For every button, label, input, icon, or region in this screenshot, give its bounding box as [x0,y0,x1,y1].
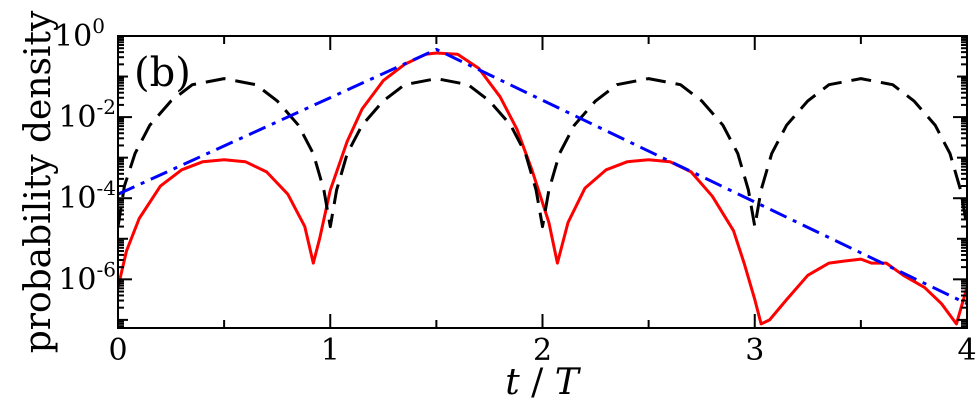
x-axis-label: t / T [505,362,582,403]
series-line-2 [118,77,967,229]
plot-frame [117,35,968,329]
y-tick-label: 10-2 [58,95,116,135]
y-tick-exponent: -4 [97,176,116,200]
series-line-1 [118,51,967,326]
y-tick-base: 10 [54,19,92,54]
x-tick-label: 1 [321,333,340,368]
x-tick-label: 3 [745,333,764,368]
x-tick-label: 2 [533,333,552,368]
y-tick-exponent: -6 [97,257,116,281]
x-tick-label: 4 [957,333,976,368]
y-tick-base: 10 [58,100,96,135]
series-line-3 [118,47,967,306]
x-tick-labels: 0 1 2 3 4 [108,333,976,368]
y-tick-exponent: 0 [92,14,105,38]
ticks-layer [117,35,968,328]
y-tick-label: 100 [54,14,105,54]
y-axis-label: probability density [18,10,59,353]
y-tick-label: 10-6 [58,257,116,297]
series-layer [118,47,967,326]
y-tick-label: 10-4 [58,176,116,216]
y-tick-exponent: -2 [97,95,116,119]
y-tick-base: 10 [58,262,96,297]
y-tick-base: 10 [58,181,96,216]
panel-label: (b) [134,50,191,96]
x-tick-label: 0 [108,333,127,368]
